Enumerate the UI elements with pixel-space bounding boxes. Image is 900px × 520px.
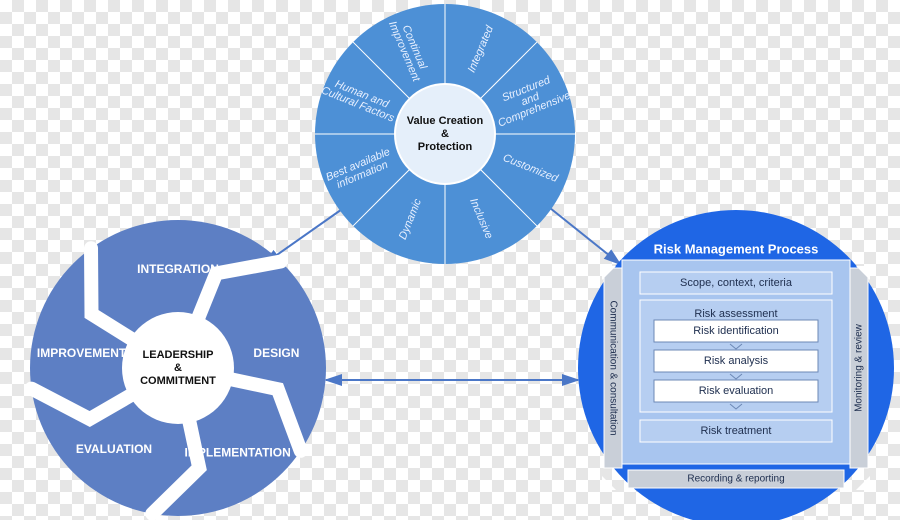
process-box-label-anal: Risk analysis xyxy=(704,355,769,367)
risk-framework-diagram: IntegratedStructuredandComprehensiveCust… xyxy=(0,0,900,520)
process-box-label-ident: Risk identification xyxy=(693,325,779,337)
framework-arm-label: INTEGRATION xyxy=(137,262,219,276)
svg-text:Recording & reporting: Recording & reporting xyxy=(687,474,784,485)
framework-arm-label: IMPLEMENTATION xyxy=(185,445,291,459)
process-box-label-assess: Risk assessment xyxy=(694,308,777,320)
framework-hub-label: COMMITMENT xyxy=(140,375,216,387)
framework-hub-label: LEADERSHIP xyxy=(143,349,214,361)
arrow-principles-to-process xyxy=(540,200,620,264)
process-title: Risk Management Process xyxy=(654,241,819,256)
principles-wheel: IntegratedStructuredandComprehensiveCust… xyxy=(315,4,575,264)
process-box-label-scope: Scope, context, criteria xyxy=(680,277,793,289)
process-box-label-eval: Risk evaluation xyxy=(699,385,774,397)
svg-text:Monitoring & review: Monitoring & review xyxy=(854,323,865,412)
framework-wheel: INTEGRATION DESIGN IMPLEMENTATION EVALUATIO… xyxy=(30,220,326,516)
framework-hub-label: & xyxy=(174,362,182,374)
framework-arm-label: IMPROVEMENT xyxy=(37,346,127,360)
framework-arm-label: EVALUATION xyxy=(76,442,152,456)
principles-hub-label: & xyxy=(441,128,449,140)
process-panel: Risk Management Process Communication & c… xyxy=(578,210,894,520)
process-box-label-treat: Risk treatment xyxy=(701,425,772,437)
svg-text:Communication & consultation: Communication & consultation xyxy=(607,300,618,435)
framework-arm-label: DESIGN xyxy=(253,346,299,360)
principles-hub-label: Protection xyxy=(418,141,473,153)
principles-hub-label: Value Creation xyxy=(407,115,484,127)
